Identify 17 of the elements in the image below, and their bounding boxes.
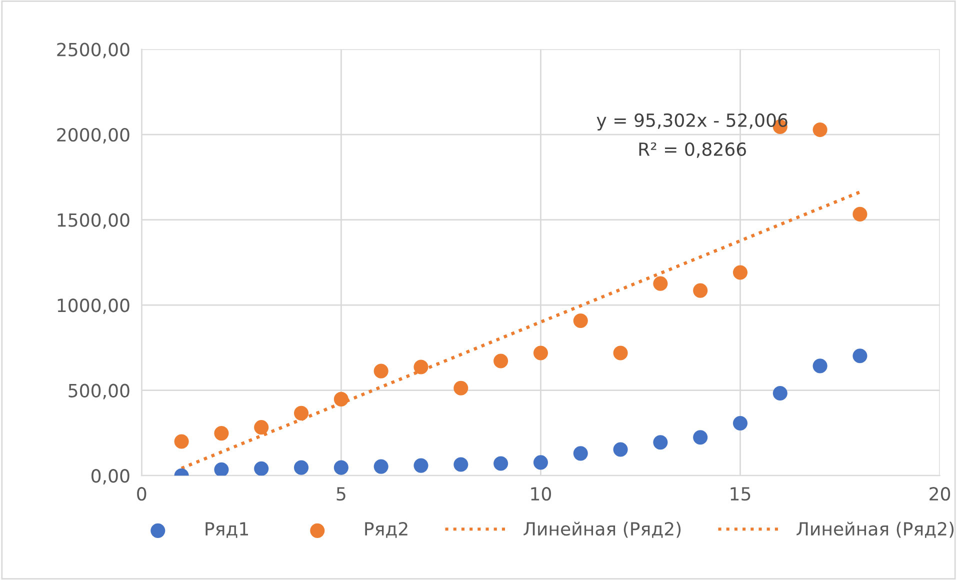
legend-label: Ряд1 xyxy=(206,522,248,538)
x-tick-label: 10 xyxy=(531,487,551,501)
annotation: R² = 0,8266 xyxy=(639,142,746,158)
x-tick-label: 5 xyxy=(336,487,346,501)
y-tick-label: 1000,00 xyxy=(58,298,130,314)
legend-label: Линейная (Ряд2) xyxy=(524,522,681,538)
x-tick-label: 0 xyxy=(137,487,146,501)
x-tick-label: 20 xyxy=(930,487,950,501)
y-tick-label: 2500,00 xyxy=(57,42,130,58)
legend-label: Ряд2 xyxy=(365,522,408,538)
y-tick-label: 1500,00 xyxy=(58,213,130,229)
legend-label: Линейная (Ряд2) xyxy=(796,522,954,538)
y-tick-label: 2000,00 xyxy=(57,128,130,144)
annotation: y = 95,302x - 52,006 xyxy=(596,113,788,131)
y-tick-label: 500,00 xyxy=(68,384,130,400)
x-tick-label: 15 xyxy=(730,487,750,501)
y-tick-label: 0,00 xyxy=(92,469,130,485)
